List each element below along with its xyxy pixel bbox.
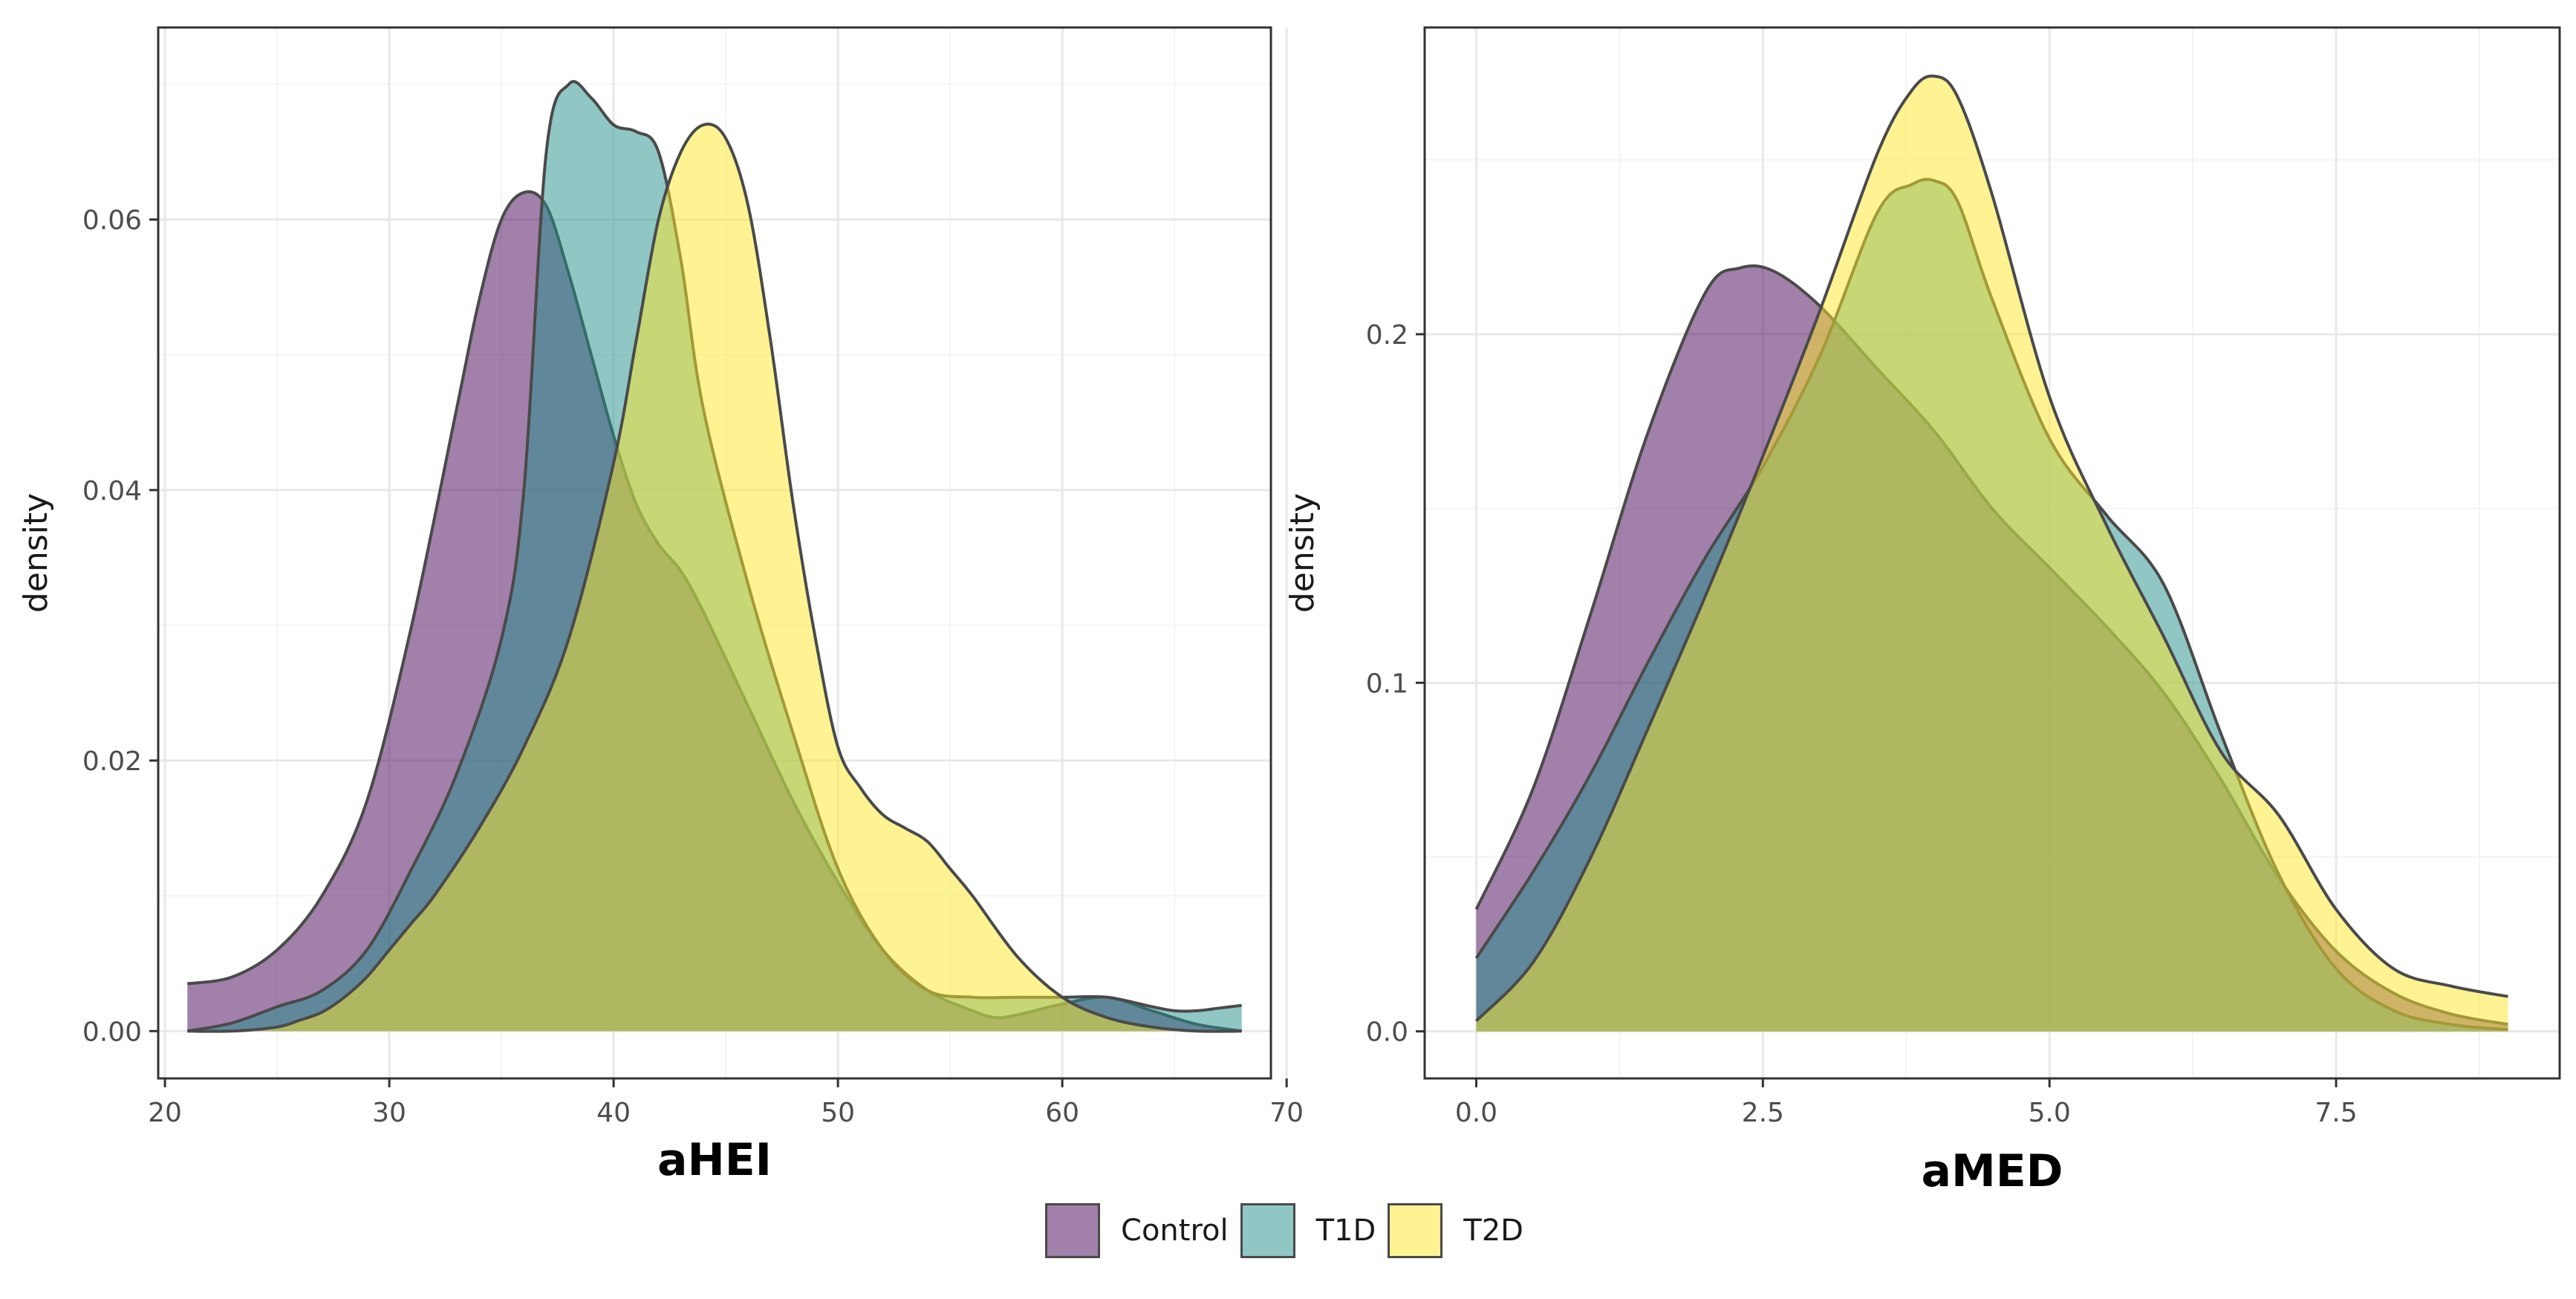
x-tick-label-60: 60 bbox=[1045, 1098, 1079, 1128]
legend-swatch-t2d bbox=[1388, 1203, 1443, 1258]
density-area-t2d bbox=[1476, 76, 2508, 1032]
x-tick-label-40: 40 bbox=[596, 1098, 631, 1128]
panel-ahei: 20 30 40 50 60 70 0.00 0.02 0.04 0.06 aHEI density bbox=[17, 26, 1304, 1186]
x-tick-label-70: 70 bbox=[1269, 1098, 1304, 1128]
density-area-t2d bbox=[187, 124, 1242, 1032]
x-tick-label-50: 50 bbox=[821, 1098, 855, 1128]
x-axis-title: aHEI bbox=[657, 1134, 772, 1186]
legend-item-t2d: T2D bbox=[1388, 1203, 1531, 1258]
density-line-t2d bbox=[1475, 74, 2508, 1022]
legend-label-control: Control bbox=[1121, 1214, 1229, 1248]
legend-swatch-control bbox=[1045, 1203, 1101, 1258]
y-tick-label-0-06: 0.06 bbox=[82, 206, 142, 236]
y-tick-label-0-00: 0.00 bbox=[82, 1017, 142, 1047]
x-tick-label-30: 30 bbox=[372, 1098, 406, 1128]
y-tick-label-0-1: 0.1 bbox=[1366, 668, 1408, 699]
y-tick-label-0-02: 0.02 bbox=[82, 746, 142, 777]
x-tick-label-2-5: 2.5 bbox=[1742, 1098, 1784, 1128]
density-line-t2d bbox=[187, 123, 1242, 1033]
panel-amed: 0.0 2.5 5.0 7.5 0.0 0.1 0.2 aMED density bbox=[1284, 26, 2561, 1197]
x-tick-label-0-0: 0.0 bbox=[1455, 1098, 1497, 1128]
y-tick-label-0-2: 0.2 bbox=[1366, 320, 1408, 351]
legend-item-t1d: T1D bbox=[1240, 1203, 1384, 1258]
panel-border bbox=[157, 26, 1272, 1080]
x-tick-label-7-5: 7.5 bbox=[2315, 1098, 2357, 1128]
y-axis-title: density bbox=[17, 493, 55, 613]
y-axis-title: density bbox=[1284, 493, 1321, 613]
y-tick-label-0-04: 0.04 bbox=[82, 476, 142, 507]
panel-border bbox=[1423, 26, 2561, 1080]
x-tick-label-5-0: 5.0 bbox=[2029, 1098, 2071, 1128]
y-tick-label-0-0: 0.0 bbox=[1366, 1018, 1408, 1048]
legend: Control T1D T2D bbox=[0, 1203, 2576, 1258]
legend-label-t1d: T1D bbox=[1315, 1214, 1376, 1248]
legend-swatch-t1d bbox=[1240, 1203, 1295, 1258]
x-axis-title: aMED bbox=[1922, 1145, 2063, 1197]
legend-label-t2d: T2D bbox=[1463, 1214, 1523, 1248]
x-tick-label-20: 20 bbox=[148, 1098, 182, 1128]
legend-item-control: Control bbox=[1045, 1203, 1236, 1258]
